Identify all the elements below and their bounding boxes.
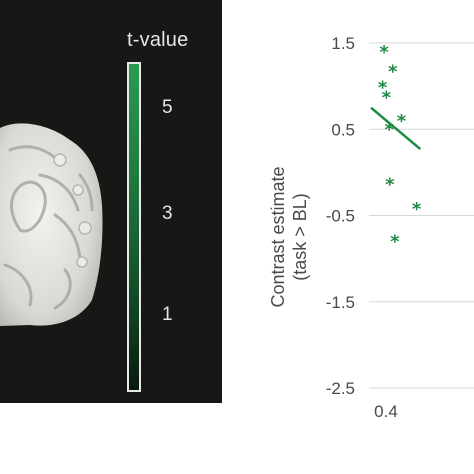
brain-render-panel: t-value 5 3 1: [0, 0, 222, 403]
data-point: *: [385, 175, 395, 196]
data-point: *: [379, 42, 389, 63]
data-point: *: [397, 111, 407, 132]
colorbar-tick-1: 1: [162, 304, 173, 325]
brain-surface-image: [0, 123, 103, 326]
y-tick-label: -2.5: [326, 379, 355, 398]
data-point: *: [385, 120, 395, 141]
colorbar: [127, 62, 141, 392]
colorbar-title: t-value: [127, 29, 189, 51]
data-point: *: [378, 77, 388, 98]
colorbar-tick-5: 5: [162, 97, 173, 118]
colorbar-tick-3: 3: [162, 203, 173, 224]
x-tick-label: 0.4: [374, 402, 398, 421]
data-point: *: [412, 199, 422, 220]
y-tick-label: 0.5: [331, 120, 355, 139]
y-tick-label: -0.5: [326, 207, 355, 226]
trend-line: [370, 106, 422, 151]
data-point: *: [388, 62, 398, 83]
data-point: *: [382, 88, 392, 109]
data-point: *: [390, 232, 400, 253]
y-tick-label: -1.5: [326, 293, 355, 312]
y-tick-label: 1.5: [331, 34, 355, 53]
